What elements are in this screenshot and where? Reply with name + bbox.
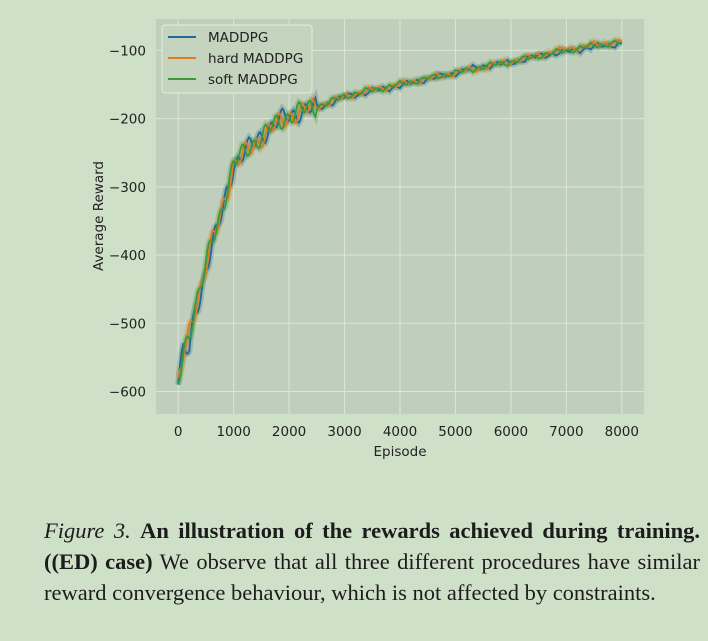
y-tick-label: −500 [109,316,146,332]
x-tick-label: 5000 [438,424,472,440]
x-tick-label: 7000 [549,424,583,440]
caption-title: An illustration of the rewards achieved … [44,518,701,574]
legend: MADDPG hard MADDPG soft MADDPG [161,24,313,94]
caption-body: We observe that all three different proc… [44,549,700,605]
legend-label-hard-maddpg: hard MADDPG [208,51,303,67]
figure-caption: Figure 3. An illustration of the rewards… [44,515,700,608]
y-tick-label: −600 [109,384,146,400]
reward-chart: 0 1000 2000 3000 4000 5000 6000 7000 8000 −100 −20… [91,19,644,460]
x-tick-label: 8000 [605,424,639,440]
x-tick-label: 2000 [272,424,306,440]
legend-item-soft-maddpg: soft MADDPG [168,72,298,88]
y-axis-label: Average Reward [91,161,107,271]
x-tick-label: 6000 [494,424,528,440]
legend-label-maddpg: MADDPG [208,30,268,46]
series-line-2 [177,39,623,385]
legend-label-soft-maddpg: soft MADDPG [208,72,298,88]
y-tick-label: −300 [109,180,146,196]
legend-box [161,24,313,94]
y-tick-label: −200 [109,112,146,128]
tick-labels: 0 1000 2000 3000 4000 5000 6000 7000 8000 −100 −20… [109,43,639,440]
legend-item-maddpg: MADDPG [168,30,268,46]
x-tick-label: 4000 [383,424,417,440]
y-tick-label: −400 [109,248,146,264]
series-lines [177,38,623,385]
figure-label: Figure 3. [44,518,131,543]
legend-item-hard-maddpg: hard MADDPG [168,51,303,67]
y-tick-label: −100 [109,43,146,59]
x-tick-label: 1000 [216,424,250,440]
x-axis-label: Episode [373,444,426,460]
x-tick-label: 0 [174,424,183,440]
x-tick-label: 3000 [327,424,361,440]
